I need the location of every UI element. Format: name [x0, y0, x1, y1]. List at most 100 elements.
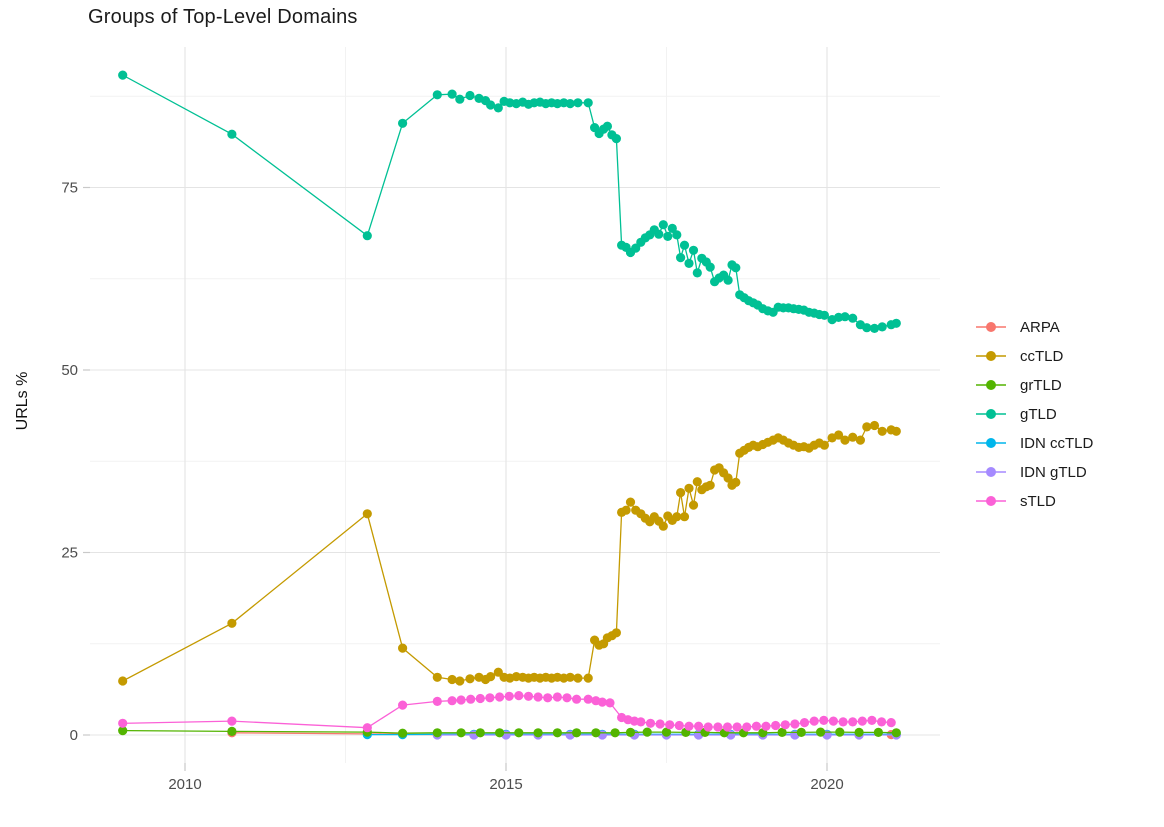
data-point — [891, 426, 901, 436]
data-point — [705, 480, 715, 490]
data-point — [475, 693, 485, 704]
data-point — [840, 312, 850, 322]
data-point — [398, 118, 408, 128]
data-point — [848, 432, 858, 442]
legend-item-grTLD: grTLD — [974, 374, 1093, 396]
data-point — [486, 100, 496, 110]
data-point — [676, 488, 686, 498]
data-point — [562, 693, 572, 703]
data-point — [465, 90, 475, 101]
data-point — [694, 721, 704, 731]
legend-label: grTLD — [1020, 376, 1062, 394]
data-point — [799, 718, 810, 728]
data-point — [679, 512, 690, 522]
data-point — [398, 700, 408, 710]
data-point — [565, 99, 575, 109]
data-point — [862, 323, 872, 333]
data-point — [751, 721, 762, 731]
series-sTLD — [118, 691, 896, 733]
data-point — [398, 728, 408, 738]
data-point — [625, 497, 636, 507]
data-point — [591, 728, 601, 738]
data-point — [862, 422, 872, 432]
data-point — [572, 694, 582, 704]
data-point — [645, 718, 656, 728]
series-gTLD — [118, 70, 901, 333]
x-tick-label: 2010 — [168, 776, 201, 793]
data-point — [816, 727, 826, 737]
data-point — [777, 727, 787, 738]
data-point — [565, 672, 575, 682]
data-point — [654, 229, 664, 239]
data-point — [692, 477, 702, 487]
data-point — [447, 89, 457, 99]
series-line — [122, 74, 897, 330]
legend-item-IDN-gTLD: IDN gTLD — [974, 461, 1093, 483]
data-point — [602, 121, 613, 131]
data-point — [891, 728, 901, 738]
data-point — [877, 426, 887, 436]
data-point — [118, 726, 128, 736]
data-point — [869, 323, 880, 333]
legend-label: ccTLD — [1020, 347, 1064, 365]
data-point — [828, 716, 839, 726]
data-point — [848, 717, 858, 727]
data-point — [398, 643, 408, 653]
data-point — [661, 727, 672, 737]
series-line — [122, 424, 897, 682]
data-point — [456, 728, 466, 738]
data-point — [583, 694, 593, 704]
legend-item-ccTLD: ccTLD — [974, 345, 1093, 367]
data-point — [432, 728, 442, 738]
data-point — [495, 692, 505, 702]
data-point — [610, 728, 620, 738]
data-point — [227, 129, 237, 139]
x-tick-label: 2020 — [810, 776, 843, 793]
data-point — [658, 521, 668, 531]
legend-label: ARPA — [1020, 318, 1060, 336]
data-point — [731, 263, 741, 273]
y-tick-label: 0 — [70, 727, 78, 744]
data-point — [780, 720, 790, 730]
data-point — [684, 483, 694, 493]
data-point — [447, 674, 457, 685]
data-point — [523, 691, 534, 701]
data-point — [667, 223, 677, 233]
data-point — [533, 692, 543, 702]
legend-item-ARPA: ARPA — [974, 316, 1093, 338]
data-point — [573, 673, 583, 683]
data-point — [621, 505, 631, 515]
data-point — [663, 231, 673, 241]
legend-item-gTLD: gTLD — [974, 403, 1093, 425]
data-point — [504, 691, 514, 701]
data-point — [854, 727, 864, 738]
data-point — [227, 618, 237, 628]
data-point — [493, 103, 503, 113]
data-point — [848, 313, 858, 323]
data-point — [573, 98, 583, 108]
data-point — [771, 720, 781, 731]
data-point — [362, 509, 372, 519]
data-point — [676, 253, 686, 263]
data-point — [475, 728, 485, 738]
data-point — [611, 134, 622, 144]
data-point — [877, 322, 887, 332]
data-point — [819, 310, 830, 320]
data-point — [466, 694, 476, 704]
legend-item-IDN-ccTLD: IDN ccTLD — [974, 432, 1093, 454]
legend: ARPA ccTLD grTLD gTLD IDN ccTLD IDN gTLD sTLD — [974, 316, 1093, 519]
legend-key-icon — [974, 317, 1008, 337]
y-tick-label: 75 — [61, 180, 78, 197]
data-point — [636, 717, 646, 727]
data-point — [713, 722, 723, 732]
data-point — [118, 718, 128, 728]
data-point — [118, 70, 128, 80]
legend-label: IDN gTLD — [1020, 463, 1087, 481]
legend-key-icon — [974, 433, 1008, 453]
data-point — [432, 696, 442, 707]
legend-key-icon — [974, 346, 1008, 366]
data-point — [867, 715, 877, 726]
data-point — [855, 435, 866, 445]
data-point — [486, 672, 496, 682]
data-point — [684, 721, 694, 731]
